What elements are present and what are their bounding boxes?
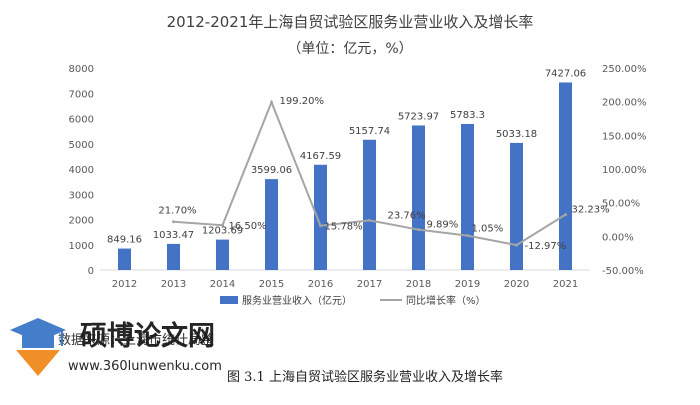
x-tick-label: 2014 [210,279,235,290]
bar-data-label: 1203.69 [202,226,243,237]
bar-data-label: 3599.06 [251,165,292,176]
bar [265,179,278,270]
line-data-label: 21.70% [158,206,196,217]
graduation-cap-icon [10,318,66,376]
bar-data-label: 849.16 [107,235,142,246]
axes-group: 0 1000 2000 3000 4000 5000 6000 7000 8000 -50.00%… [69,64,647,290]
y-right-tick-label: 0.00% [602,232,634,243]
bar [118,248,131,270]
x-tick-label: 2021 [553,279,578,290]
y-left-tick-label: 2000 [69,216,94,227]
bar [363,139,376,270]
line-point [564,213,567,217]
y-right-tick-label: 150.00% [602,131,647,142]
bar-data-label: 5783.3 [450,110,485,121]
y-left-tick-label: 0 [88,266,94,277]
line-point [221,223,224,227]
line-point [515,243,518,247]
y-right-tick-label: 100.00% [602,165,647,176]
x-tick-label: 2017 [357,279,382,290]
bar [216,239,229,270]
bar-data-label: 5033.18 [496,129,537,140]
line-data-label: -12.97% [525,241,567,252]
source-note: 数据来源：上海市统计局整 [58,332,214,348]
line-data-label: 15.78% [325,222,363,233]
x-tick-label: 2016 [308,279,333,290]
bar [167,243,180,270]
x-tick-label: 2018 [406,279,431,290]
line-data-label: 16.50% [229,221,267,232]
bar-data-label: 5157.74 [349,126,390,137]
y-left-tick-label: 3000 [69,190,94,201]
legend: 服务业营业收入（亿元） 同比增长率（%） [220,294,486,307]
bar-data-label: 7427.06 [545,68,586,79]
line-data-label: 1.05% [472,224,504,235]
legend-line-label: 同比增长率（%） [406,294,486,307]
line-data-label: 32.23% [572,205,610,216]
line-point [417,228,420,232]
line-point [368,218,371,222]
figure-caption: 图 3.1 上海自贸试验区服务业营业收入及增长率 [227,369,503,385]
chart-subtitle: （单位：亿元，%） [287,41,412,57]
y-right-tick-label: 200.00% [602,98,647,109]
y-right-tick-label: -50.00% [602,266,644,277]
x-tick-label: 2015 [259,279,284,290]
y-left-tick-label: 6000 [69,115,94,126]
x-tick-label: 2019 [455,279,480,290]
x-tick-label: 2020 [504,279,529,290]
line-point [319,224,322,228]
x-tick-label: 2012 [112,279,137,290]
bar [412,125,425,270]
x-tick-label: 2013 [161,279,186,290]
bar [314,164,327,270]
legend-bar-label: 服务业营业收入（亿元） [242,294,352,307]
watermark-url: www.360lunwenku.com [68,359,222,374]
line-data-label: 199.20% [280,96,325,107]
y-left-tick-label: 4000 [69,165,94,176]
line-point [270,100,273,104]
bar-data-label: 1033.47 [153,230,194,241]
y-left-tick-label: 8000 [69,64,94,75]
line-group [172,99,567,247]
watermark-name: 硕博论文网 [80,320,215,352]
chart-title: 2012-2021年上海自贸试验区服务业营业收入及增长率 [167,13,534,31]
line-point [466,234,469,238]
bar-data-label: 4167.59 [300,151,341,162]
line-data-label: 23.76% [388,210,426,221]
line-point [172,220,175,224]
legend-bar-swatch [220,296,238,304]
bar [510,142,523,270]
watermark: 硕博论文网 www.360lunwenku.com [10,318,222,376]
bar-data-label: 5723.97 [398,111,439,122]
y-left-tick-label: 7000 [69,89,94,100]
y-right-tick-label: 50.00% [602,199,640,210]
y-right-tick-label: 250.00% [602,64,647,75]
line-data-label: 9.89% [427,220,459,231]
y-left-tick-label: 5000 [69,140,94,151]
y-left-tick-label: 1000 [69,241,94,252]
bar [461,123,474,270]
data-labels-group: 849.16 1033.47 1203.69 3599.06 4167.59 5157.7… [107,68,610,252]
bars-group [118,82,572,270]
bar [559,82,572,270]
